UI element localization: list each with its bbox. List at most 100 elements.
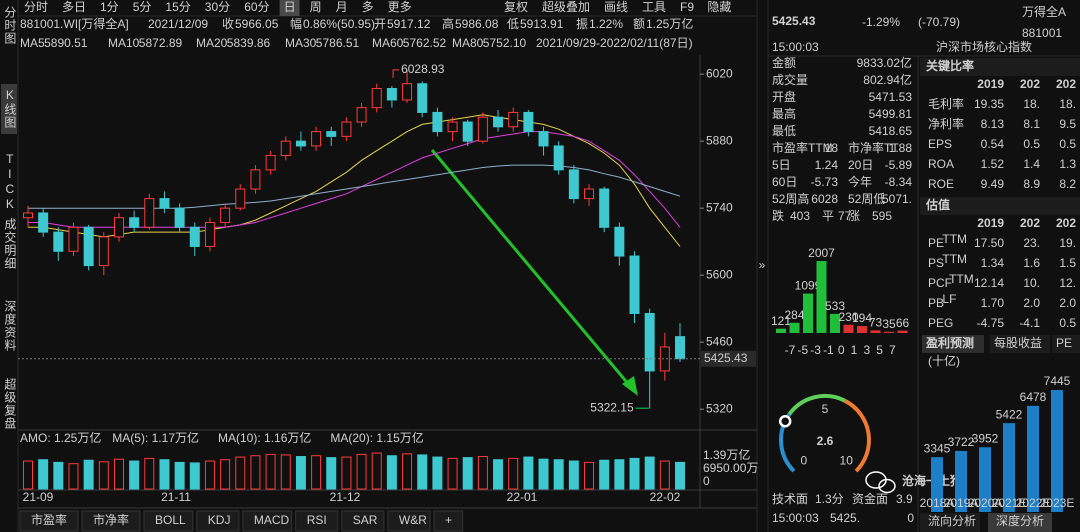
breadth-x-label: 7 (889, 343, 896, 357)
tab-bg (920, 513, 980, 532)
price: 5425.43 (772, 14, 816, 28)
side-tab[interactable]: K线图 (3, 88, 17, 129)
indicator-tab[interactable]: 市净率 (93, 512, 129, 527)
indicator-tab[interactable]: KDJ (208, 513, 231, 527)
tab-bg (19, 510, 79, 532)
change-pct: -1.29% (862, 15, 900, 29)
breadth-bar-label: 284 (784, 308, 804, 322)
bottom-tab[interactable]: 深度分析 (996, 513, 1044, 528)
tab-active-bg (1, 84, 17, 134)
indicator-tab[interactable]: + (445, 513, 452, 527)
ma-legend-value: 5762.52 (403, 36, 447, 50)
indicator-tab[interactable]: RSI (307, 513, 327, 527)
forecast-tab[interactable]: PE (1056, 336, 1072, 350)
field-label: 收 (222, 17, 234, 31)
collapse-icon[interactable]: » (759, 258, 766, 272)
toolbar-button[interactable]: 月 (336, 0, 348, 14)
forecast-bar (979, 447, 991, 512)
toolbar-button[interactable]: 超级叠加 (542, 0, 590, 14)
bottom-tab[interactable]: 流向分析 (928, 513, 976, 528)
volume-bar (402, 453, 413, 490)
stat-label: 今年 (848, 174, 872, 189)
tick-price: 5425. (830, 511, 860, 525)
y-tick-label: 5460 (706, 334, 733, 348)
ma-legend-value: 5872.89 (139, 36, 183, 50)
breadth-bar-label: 66 (896, 316, 910, 330)
toolbar-button[interactable]: 60分 (244, 0, 269, 14)
breadth-bar-label: 230 (838, 310, 858, 324)
cell: 12. (1059, 276, 1076, 290)
breadth-bar-label: 73 (869, 316, 883, 330)
indicator-tab[interactable]: MACD (254, 513, 290, 527)
forecast-category: 2023E (1040, 496, 1075, 510)
toolbar-button[interactable]: 多日 (62, 0, 86, 14)
volume-bar (189, 462, 200, 490)
indicator-tab[interactable]: SAR (353, 513, 378, 527)
indicator-tab[interactable]: 市盈率 (31, 512, 67, 527)
candle-body (599, 188, 610, 228)
forecast-tab[interactable]: 每股收益 (994, 335, 1042, 350)
low-label: 5322.15 (590, 400, 634, 414)
breadth-bar-label: 194 (852, 311, 872, 325)
cell: 18. (1023, 97, 1040, 111)
volume-axis-label: 1.39万亿 (703, 447, 750, 462)
forecast-value: 7445 (1044, 374, 1071, 388)
stat-label: 20日 (848, 158, 873, 172)
row-label: PB (928, 296, 944, 310)
toolbar-button[interactable]: 周 (310, 0, 322, 14)
toolbar-button[interactable]: 复权 (504, 0, 528, 14)
field-label: 幅 (290, 16, 302, 31)
cell: 9.5 (1059, 117, 1076, 131)
volume-bar (538, 458, 549, 490)
stat-value: -5.89 (885, 158, 913, 172)
breadth-bar-label: 1099 (795, 279, 822, 293)
volume-bar (311, 455, 322, 490)
y-tick-label: 5600 (706, 267, 733, 281)
breadth-bar (870, 330, 881, 333)
volume-bar (98, 461, 109, 490)
toolbar-button[interactable]: 1分 (100, 0, 119, 14)
volume-bar (280, 454, 291, 490)
stat-label: 市盈率TTM (772, 140, 833, 155)
indicator-tab[interactable]: W&R (399, 513, 427, 527)
candle-body (538, 131, 549, 147)
side-tab[interactable]: TICK (3, 152, 17, 212)
forecast-value: 3345 (924, 441, 951, 455)
toolbar-button[interactable]: 工具 (642, 0, 666, 14)
toolbar-button[interactable]: 5分 (133, 0, 152, 14)
breadth-x-label: -7 (785, 343, 796, 357)
score-label: 技术面 (772, 492, 808, 506)
candle-body (265, 155, 276, 171)
forecast-category: 2021E (992, 496, 1027, 510)
toolbar-button[interactable]: 画线 (604, 0, 628, 14)
field-value: 1.25万亿 (646, 16, 693, 31)
field-value: 5966.05 (235, 17, 279, 31)
toolbar-button[interactable]: 更多 (388, 0, 412, 14)
forecast-tab[interactable]: 盈利预测 (925, 335, 974, 350)
stat-label: 金额 (772, 55, 796, 70)
side-tab[interactable]: 成交明细 (3, 218, 17, 270)
breadth-x-label: -3 (810, 343, 821, 357)
side-tab[interactable]: 深度资料 (3, 300, 17, 352)
field-label: 低 (507, 17, 519, 31)
side-tab[interactable]: 分时图 (3, 6, 17, 45)
toolbar-button[interactable]: 多 (362, 0, 374, 14)
side-tab[interactable]: 超级复盘 (3, 377, 17, 430)
toolbar-button[interactable]: 分时 (24, 0, 48, 14)
candle-body (113, 217, 124, 238)
toolbar-button[interactable]: 15分 (165, 0, 190, 14)
cell: 8.9 (1023, 177, 1040, 191)
field-label: 高 (442, 16, 454, 31)
volume-bar (129, 460, 140, 490)
indicator-tab[interactable]: BOLL (155, 513, 186, 527)
ma-legend-name: MA20 (196, 36, 228, 50)
toolbar-button[interactable]: 隐藏 (707, 0, 731, 14)
tab-bg (433, 510, 464, 532)
toolbar-button[interactable]: F9 (680, 0, 694, 14)
toolbar-button[interactable]: 日 (284, 0, 296, 14)
toolbar-button[interactable]: 30分 (205, 0, 230, 14)
volume-bar (220, 459, 231, 490)
stat-label: 最低 (772, 124, 796, 138)
